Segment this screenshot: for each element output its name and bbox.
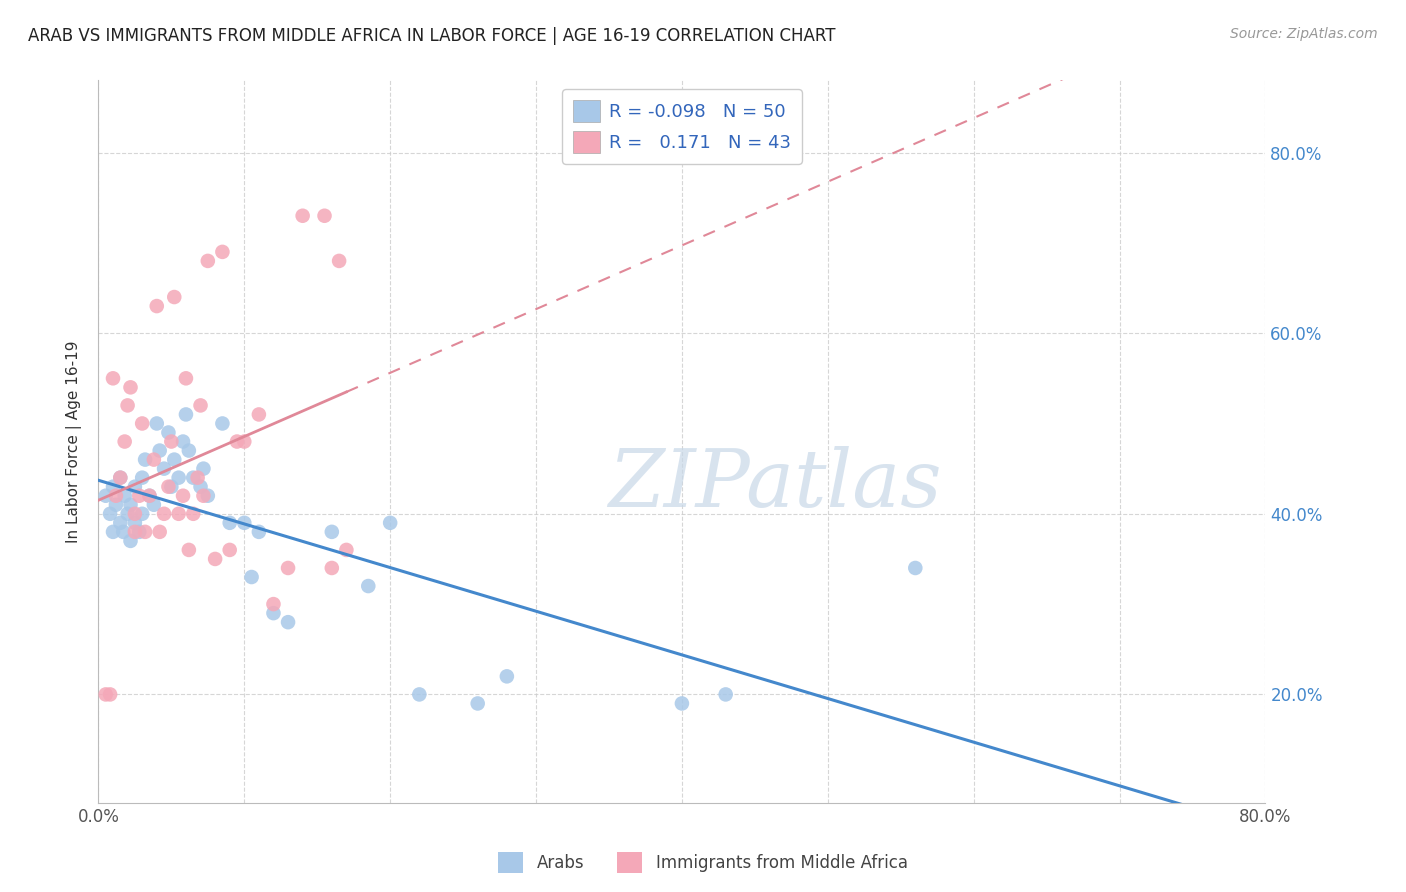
Point [120,498,142,512]
Point [104,489,127,503]
Point [291,209,314,223]
Point [112,524,135,539]
Point [467,697,489,711]
Point [174,408,197,422]
Point [146,299,169,313]
Point [153,507,176,521]
Point [240,570,263,584]
Point [110,471,132,485]
Point [262,606,284,620]
Point [408,687,430,701]
Point [328,253,350,268]
Point [172,489,194,503]
Point [110,471,132,485]
Point [226,434,249,449]
Point [120,533,142,548]
Point [163,290,186,304]
Point [98,687,121,701]
Point [114,434,136,449]
Point [157,480,180,494]
Point [146,417,169,431]
Point [128,489,150,503]
Point [277,561,299,575]
Point [124,516,146,530]
Point [160,480,183,494]
Point [233,516,256,530]
Point [131,471,153,485]
Point [218,516,240,530]
Point [134,452,156,467]
Point [218,542,240,557]
Point [163,452,186,467]
Point [149,443,172,458]
Point [211,244,233,259]
Point [149,524,172,539]
Point [190,480,212,494]
Point [120,380,142,394]
Point [714,687,737,701]
Point [181,471,204,485]
Point [314,209,336,223]
Point [204,552,226,566]
Point [128,524,150,539]
Point [98,507,121,521]
Point [197,253,219,268]
Point [193,461,215,475]
Text: ZIPatlas: ZIPatlas [609,446,942,524]
Point [211,417,233,431]
Point [321,524,343,539]
Point [172,434,194,449]
Point [321,561,343,575]
Point [335,542,357,557]
Point [262,597,284,611]
Point [496,669,519,683]
Point [131,417,153,431]
Point [193,489,215,503]
Point [167,471,190,485]
Point [197,489,219,503]
Point [357,579,380,593]
Point [160,434,183,449]
Point [94,687,117,701]
Point [142,498,165,512]
Point [134,524,156,539]
Legend: R = -0.098   N = 50, R =   0.171   N = 43: R = -0.098 N = 50, R = 0.171 N = 43 [562,89,801,164]
Point [101,371,124,385]
Point [671,697,693,711]
Point [124,507,146,521]
Point [114,489,136,503]
Point [187,471,209,485]
Point [138,489,160,503]
Point [380,516,402,530]
Point [94,489,117,503]
Point [247,408,270,422]
Point [124,480,146,494]
Text: ARAB VS IMMIGRANTS FROM MIDDLE AFRICA IN LABOR FORCE | AGE 16-19 CORRELATION CHA: ARAB VS IMMIGRANTS FROM MIDDLE AFRICA IN… [28,27,835,45]
Point [124,524,146,539]
Y-axis label: In Labor Force | Age 16-19: In Labor Force | Age 16-19 [66,340,83,543]
Point [190,398,212,412]
Point [101,524,124,539]
Point [247,524,270,539]
Point [153,461,176,475]
Point [138,489,160,503]
Point [117,398,139,412]
Point [142,452,165,467]
Point [177,443,200,458]
Point [277,615,299,630]
Point [110,516,132,530]
Point [181,507,204,521]
Point [233,434,256,449]
Point [101,480,124,494]
Text: Source: ZipAtlas.com: Source: ZipAtlas.com [1230,27,1378,41]
Point [174,371,197,385]
Legend: Arabs, Immigrants from Middle Africa: Arabs, Immigrants from Middle Africa [492,846,914,880]
Point [117,507,139,521]
Point [131,507,153,521]
Point [157,425,180,440]
Point [177,542,200,557]
Point [904,561,927,575]
Point [104,498,127,512]
Point [167,507,190,521]
